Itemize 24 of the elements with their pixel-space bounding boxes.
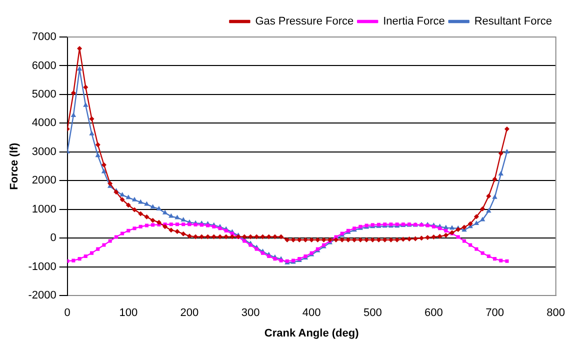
x-tick-label: 300: [241, 307, 260, 320]
legend-label: Inertia Force: [383, 16, 445, 28]
x-tick-label: 400: [302, 307, 321, 320]
x-tick-label: 800: [546, 307, 566, 320]
y-tick-label: 1000: [32, 203, 56, 216]
y-tick-label: -1000: [28, 260, 56, 273]
y-tick-label: 2000: [32, 174, 56, 187]
y-axis-title: Force (lf): [8, 142, 21, 190]
legend-label: Gas Pressure Force: [255, 16, 354, 28]
y-tick-label: 5000: [32, 88, 56, 100]
x-tick-label: 500: [363, 307, 382, 320]
x-tick-label: 600: [424, 307, 443, 320]
x-axis-title: Crank Angle (deg): [264, 327, 360, 340]
y-tick-label: 3000: [32, 146, 56, 158]
x-tick-label: 0: [64, 307, 70, 320]
y-tick-label: 7000: [32, 31, 56, 44]
legend-label: Resultant Force: [474, 16, 552, 28]
x-tick-label: 200: [180, 307, 199, 320]
x-tick-label: 100: [119, 307, 138, 320]
y-tick-label: -2000: [28, 290, 56, 302]
y-tick-label: 6000: [32, 60, 56, 72]
y-tick-label: 4000: [32, 117, 56, 130]
x-tick-label: 700: [486, 307, 504, 320]
y-tick-label: 0: [50, 232, 56, 244]
